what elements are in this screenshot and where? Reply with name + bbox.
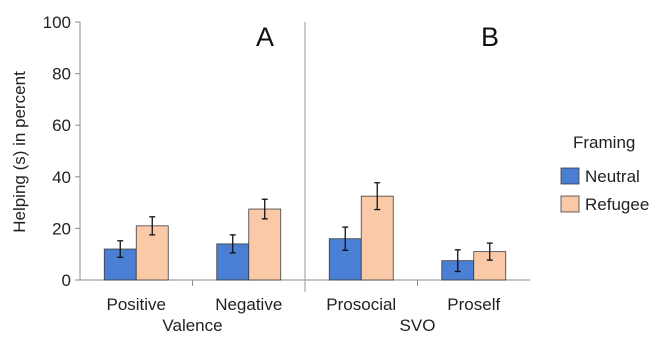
legend: Framing Neutral Refugee bbox=[560, 133, 649, 214]
x-tick-label: Positive bbox=[106, 295, 166, 314]
x-axis-title: SVO bbox=[400, 316, 436, 335]
y-tick-label: 0 bbox=[62, 271, 71, 290]
y-tick-label: 20 bbox=[52, 219, 71, 238]
legend-swatch-neutral bbox=[560, 167, 580, 185]
panel-b: B Prosocial Proself SVO bbox=[304, 22, 507, 335]
panel-letter: A bbox=[256, 22, 274, 52]
panel-a: A Positive Negative Valence bbox=[103, 22, 282, 335]
y-tick-label: 80 bbox=[52, 65, 71, 84]
x-axis-title: Valence bbox=[162, 316, 222, 335]
legend-label-neutral: Neutral bbox=[585, 167, 640, 186]
panel-letter: B bbox=[481, 22, 499, 52]
y-tick-label: 100 bbox=[43, 13, 71, 32]
legend-title: Framing bbox=[573, 133, 635, 152]
legend-swatch-refugee bbox=[560, 195, 580, 213]
y-tick-label: 60 bbox=[52, 116, 71, 135]
x-tick-label: Prosocial bbox=[326, 295, 396, 314]
y-axis-title: Helping (s) in percent bbox=[10, 71, 29, 233]
x-tick-label: Negative bbox=[215, 295, 282, 314]
bar-refugee bbox=[248, 208, 282, 281]
bar-refugee bbox=[473, 251, 507, 281]
y-tick-label: 40 bbox=[52, 168, 71, 187]
x-tick-label: Proself bbox=[447, 295, 500, 314]
y-axis: 0 20 40 60 80 100 bbox=[43, 13, 530, 290]
legend-label-refugee: Refugee bbox=[585, 195, 649, 214]
panels: A Positive Negative Valence B Prosocial Prosel… bbox=[103, 22, 507, 335]
